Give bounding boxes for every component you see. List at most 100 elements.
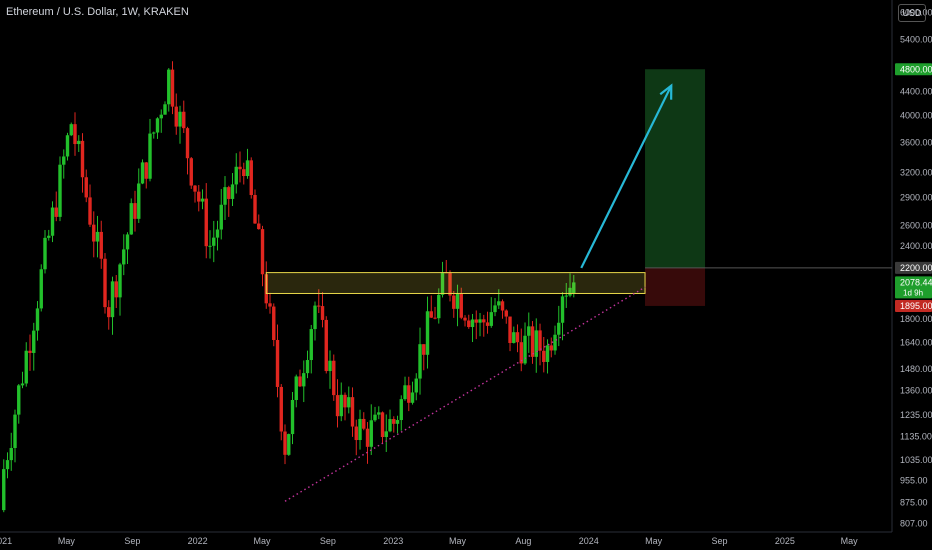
candle-body: [538, 330, 542, 351]
candle-body: [245, 160, 250, 177]
candle-body: [50, 207, 55, 236]
price-tick-label: 1135.00: [900, 431, 932, 441]
chart-title: Ethereum / U.S. Dollar, 1W, KRAKEN: [6, 6, 189, 18]
candle-body: [508, 316, 512, 343]
price-tick-label: 4400.00: [900, 86, 932, 96]
candle-body: [88, 197, 92, 225]
price-tick-label: 875.00: [900, 498, 928, 508]
price-label-badge: [895, 63, 932, 76]
time-tick-label: May: [253, 536, 271, 546]
candle-body: [84, 177, 88, 198]
candle-body: [557, 322, 561, 335]
candle-body: [422, 344, 426, 355]
candle-body: [54, 207, 58, 217]
candle-body: [103, 258, 107, 308]
candle-body: [324, 319, 328, 372]
candle-body: [129, 203, 133, 235]
price-label-badge: [895, 276, 932, 299]
candle-body: [95, 231, 100, 242]
candle-body: [80, 140, 85, 178]
candle-body: [167, 69, 171, 105]
price-tick-label: 6000.00: [900, 7, 932, 17]
candle-body: [530, 326, 535, 357]
candle-body: [43, 237, 47, 270]
stop-zone: [645, 267, 706, 306]
candle-body: [152, 132, 156, 134]
time-tick-label: May: [645, 536, 663, 546]
candle-body: [159, 114, 163, 119]
candle-body: [553, 334, 557, 351]
candle-body: [249, 160, 253, 196]
candle-body: [219, 204, 223, 230]
candle-body: [504, 310, 508, 317]
time-tick-label: Sep: [711, 536, 727, 546]
candle-body: [122, 249, 126, 265]
candle-body: [257, 223, 261, 230]
candle-body: [373, 414, 377, 421]
price-tick-label: 5400.00: [900, 34, 932, 44]
price-tick-label: 3200.00: [900, 168, 932, 178]
candle-body: [174, 106, 178, 127]
candle-body: [290, 399, 295, 435]
candle-body: [140, 162, 145, 184]
time-tick-label: Sep: [124, 536, 140, 546]
candle-body: [403, 385, 407, 400]
candle-body: [407, 385, 411, 403]
candle-body: [542, 350, 546, 362]
candle-body: [362, 418, 366, 429]
candle-body: [425, 311, 430, 355]
candle-body: [242, 169, 246, 177]
price-tick-label: 955.00: [900, 475, 928, 485]
target-zone: [645, 69, 706, 268]
currency-button[interactable]: USD: [898, 4, 926, 22]
candle-body: [343, 394, 347, 408]
candle-body: [515, 332, 520, 343]
candle-body: [527, 326, 531, 336]
candle-body: [92, 224, 96, 242]
candle-body: [497, 301, 501, 306]
candle-body: [133, 203, 137, 219]
candle-body: [20, 383, 25, 386]
time-tick-label: 2023: [383, 536, 403, 546]
candle-body: [474, 319, 478, 323]
candle-body: [354, 426, 358, 441]
candle-body: [369, 420, 373, 447]
candle-body: [418, 344, 422, 379]
candle-body: [260, 229, 265, 275]
candle-body: [568, 287, 572, 296]
candle-body: [437, 294, 441, 319]
candle-body: [223, 187, 227, 205]
price-tick-label: 1235.00: [900, 410, 932, 420]
candle-body: [302, 373, 306, 387]
time-tick-label: Sep: [320, 536, 336, 546]
price-label-text: 1895.00: [900, 301, 932, 311]
candle-body: [208, 245, 212, 247]
candle-body: [429, 311, 433, 318]
candle-body: [365, 428, 370, 447]
candle-body: [414, 378, 418, 393]
candle-body: [545, 345, 550, 362]
candle-body: [410, 392, 415, 403]
candle-body: [189, 158, 193, 186]
candle-body: [144, 162, 148, 179]
candle-body: [28, 350, 32, 353]
candle-body: [193, 185, 197, 192]
candle-body: [125, 234, 130, 250]
projection-arrowhead: [659, 83, 673, 100]
candle-body: [58, 164, 62, 217]
candle-body: [512, 332, 516, 343]
candle-body: [384, 431, 388, 438]
candle-body: [339, 394, 343, 417]
candle-body: [549, 345, 553, 351]
candle-body: [268, 303, 272, 307]
price-tick-label: 2600.00: [900, 220, 932, 230]
candle-body: [107, 307, 111, 318]
candle-body: [13, 414, 17, 448]
candle-body: [287, 434, 291, 455]
candle-body: [118, 264, 122, 298]
candle-body: [77, 140, 81, 145]
projection-arrow: [580, 85, 673, 269]
candle-body: [65, 135, 70, 157]
price-label-text: 2200.00: [900, 263, 932, 273]
